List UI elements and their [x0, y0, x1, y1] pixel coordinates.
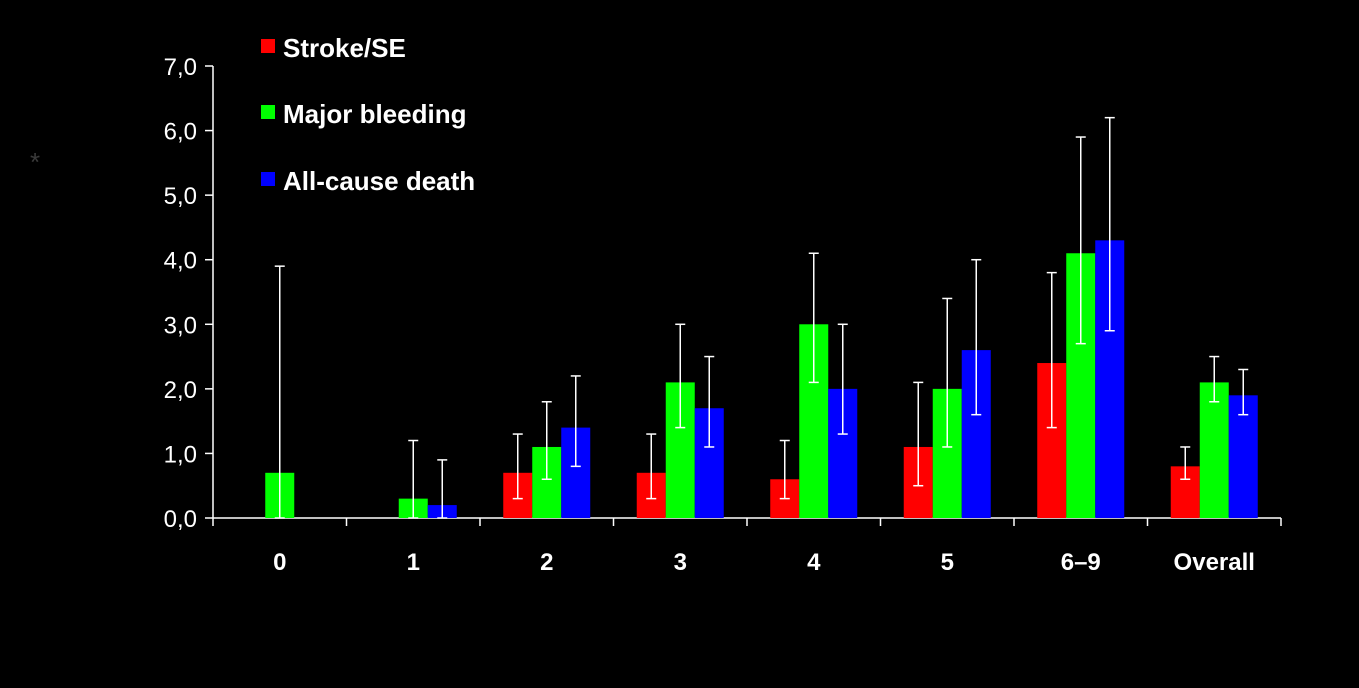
x-tick-label: 4	[807, 549, 821, 576]
legend: Stroke/SE Major bleeding All-cause death	[261, 33, 475, 196]
y-tick-label: 2,0	[164, 377, 197, 404]
axes: 0,0 1,0 2,0 3,0 4,0 5,0 6,0 7,0 0 1 2 3 4 5 6–9 Overall	[164, 54, 1282, 576]
x-tick-label: 5	[941, 549, 954, 576]
y-tick-label: 6,0	[164, 119, 197, 146]
x-tick-label: Overall	[1174, 549, 1255, 576]
y-tick-label: 1,0	[164, 441, 197, 468]
y-tick-label: 7,0	[164, 54, 197, 81]
x-tick-label: 1	[407, 549, 420, 576]
legend-swatch	[261, 39, 275, 53]
y-axis-marker: *	[30, 147, 40, 177]
legend-swatch	[261, 172, 275, 186]
y-tick-label: 3,0	[164, 312, 197, 339]
error-bars	[274, 116, 1249, 519]
x-tick-label: 3	[674, 549, 687, 576]
x-tick-label: 6–9	[1061, 549, 1101, 576]
legend-label: Stroke/SE	[283, 33, 406, 63]
legend-label: All-cause death	[283, 166, 475, 196]
x-tick-label: 2	[540, 549, 553, 576]
bar	[1228, 395, 1258, 518]
bars	[265, 240, 1258, 519]
x-tick-label: 0	[273, 549, 286, 576]
y-tick-label: 5,0	[164, 183, 197, 210]
bar	[1199, 382, 1229, 518]
y-tick-label: 0,0	[164, 506, 197, 533]
legend-swatch	[261, 105, 275, 119]
y-tick-label: 4,0	[164, 248, 197, 275]
legend-label: Major bleeding	[283, 99, 466, 129]
